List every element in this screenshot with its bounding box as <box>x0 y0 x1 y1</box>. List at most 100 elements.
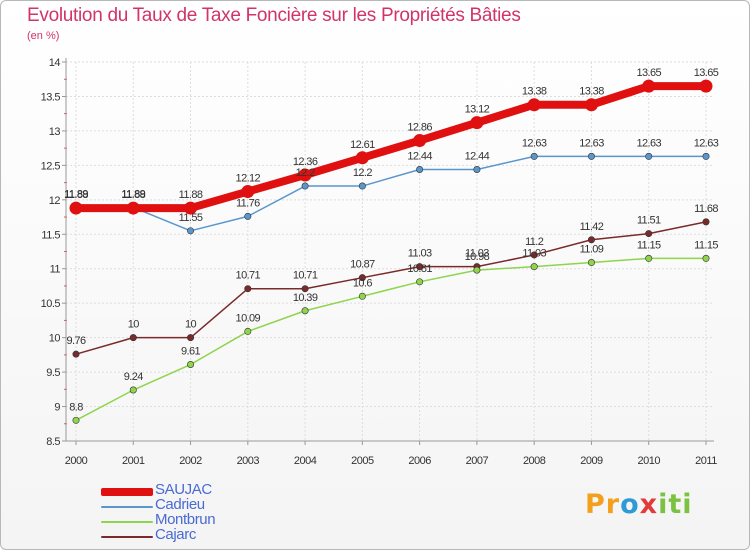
y-tick-label: 9 <box>54 402 60 414</box>
data-label-cajarc: 11.2 <box>525 236 544 248</box>
data-point-montbrun <box>416 278 424 286</box>
data-point-montbrun <box>129 386 137 394</box>
data-point-cadrieu <box>301 182 309 190</box>
data-point-saujac <box>184 201 198 215</box>
series-line-saujac <box>72 82 710 213</box>
legend-label-montbrun: Montbrun <box>155 511 216 528</box>
data-label-saujac: 11.88 <box>121 189 145 201</box>
x-tick-label: 2003 <box>237 455 260 467</box>
data-label-saujac: 12.86 <box>407 122 432 134</box>
x-tick-label: 2002 <box>179 455 202 467</box>
data-label-cajarc: 11.03 <box>465 248 489 260</box>
series-saujac <box>69 79 713 215</box>
y-tick-label: 11 <box>50 264 61 276</box>
data-point-cadrieu <box>358 182 366 190</box>
legend-swatch-montbrun <box>101 521 153 523</box>
data-label-cadrieu: 12.63 <box>522 137 547 149</box>
data-point-montbrun <box>358 292 366 300</box>
data-point-cadrieu <box>702 152 710 160</box>
data-label-saujac: 11.88 <box>179 189 203 201</box>
data-label-cajarc: 10.71 <box>236 270 261 282</box>
data-point-cajarc <box>244 285 252 293</box>
data-label-saujac: 13.38 <box>579 86 604 98</box>
data-point-montbrun <box>187 361 195 369</box>
data-point-cajarc <box>187 334 195 342</box>
data-point-cadrieu <box>587 152 595 160</box>
axes: 8.5 9 9.5 10 10.5 11 11.5 12 12.5 13 13.5 14 2000 200… <box>41 57 718 467</box>
data-point-cadrieu <box>416 165 424 173</box>
data-point-montbrun <box>645 254 653 262</box>
x-tick-label: 2000 <box>65 455 88 467</box>
data-label-saujac: 13.65 <box>636 67 661 79</box>
data-point-cajarc <box>645 230 653 238</box>
y-tick-label: 10.5 <box>41 298 61 310</box>
data-point-saujac <box>470 116 484 130</box>
data-point-cajarc <box>72 350 80 358</box>
data-point-saujac <box>527 98 541 112</box>
y-tick-label: 8.5 <box>46 436 60 448</box>
x-tick-label: 2006 <box>408 455 431 467</box>
data-label-cajarc: 10 <box>128 319 140 331</box>
x-tick-label: 2005 <box>351 455 374 467</box>
data-label-cadrieu: 11.89 <box>64 188 88 200</box>
data-point-saujac <box>298 168 312 182</box>
data-label-cadrieu: 12.63 <box>694 137 719 149</box>
data-point-saujac <box>69 201 83 215</box>
y-tick-label: 9.5 <box>46 367 60 379</box>
data-point-montbrun <box>702 254 710 262</box>
data-point-cajarc <box>530 251 538 259</box>
data-label-montbrun: 11.15 <box>637 239 661 251</box>
data-label-saujac: 13.38 <box>522 86 547 98</box>
y-axis-unit-label: (en %) <box>27 30 60 42</box>
data-label-montbrun: 10.98 <box>465 251 490 263</box>
data-point-montbrun <box>530 263 538 271</box>
x-tick-label: 2001 <box>122 455 145 467</box>
data-label-montbrun: 11.09 <box>580 244 604 256</box>
data-label-montbrun: 10.81 <box>407 263 432 275</box>
data-point-saujac <box>699 79 713 93</box>
legend-swatch-saujac <box>101 488 153 496</box>
data-label-cadrieu: 12.44 <box>465 150 490 162</box>
legend-label-cadrieu: Cadrieu <box>155 496 205 513</box>
data-point-cadrieu <box>244 212 252 220</box>
x-tick-label: 2011 <box>695 455 717 467</box>
data-point-montbrun <box>244 327 252 335</box>
data-label-cajarc: 11.03 <box>408 248 432 260</box>
legend-label-cajarc: Cajarc <box>155 526 196 543</box>
data-point-saujac <box>413 134 427 148</box>
data-label-cadrieu: 11.55 <box>179 212 203 224</box>
y-tick-label: 11.5 <box>41 229 60 241</box>
x-tick-label: 2004 <box>294 455 317 467</box>
data-point-saujac <box>241 185 255 199</box>
data-label-cadrieu: 12.2 <box>353 167 372 179</box>
data-point-cadrieu <box>645 152 653 160</box>
x-tick-label: 2010 <box>637 455 660 467</box>
data-label-cadrieu: 11.76 <box>236 197 260 209</box>
data-label-saujac: 12.61 <box>350 139 375 151</box>
data-point-cajarc <box>702 218 710 226</box>
data-label-montbrun: 11.03 <box>522 248 546 260</box>
data-label-cajarc: 10.87 <box>350 259 375 271</box>
data-point-cadrieu <box>187 227 195 235</box>
x-tick-label: 2008 <box>523 455 546 467</box>
data-point-montbrun <box>72 416 80 424</box>
data-point-cadrieu <box>473 165 481 173</box>
proxiti-logo: Proxiti <box>585 489 693 520</box>
x-tick-label: 2009 <box>580 455 603 467</box>
y-tick-label: 13.5 <box>41 91 61 103</box>
data-label-saujac: 13.12 <box>465 104 490 116</box>
data-label-cadrieu: 12.63 <box>636 137 661 149</box>
legend-swatch-cadrieu <box>101 506 153 508</box>
data-point-cadrieu <box>530 152 538 160</box>
data-point-montbrun <box>473 266 481 274</box>
series-line-montbrun <box>75 257 707 422</box>
data-point-cajarc <box>358 274 366 282</box>
data-label-montbrun: 9.24 <box>124 371 143 383</box>
data-label-montbrun: 9.61 <box>181 346 200 358</box>
data-point-saujac <box>584 98 598 112</box>
data-point-montbrun <box>587 259 595 267</box>
data-point-cajarc <box>129 334 137 342</box>
